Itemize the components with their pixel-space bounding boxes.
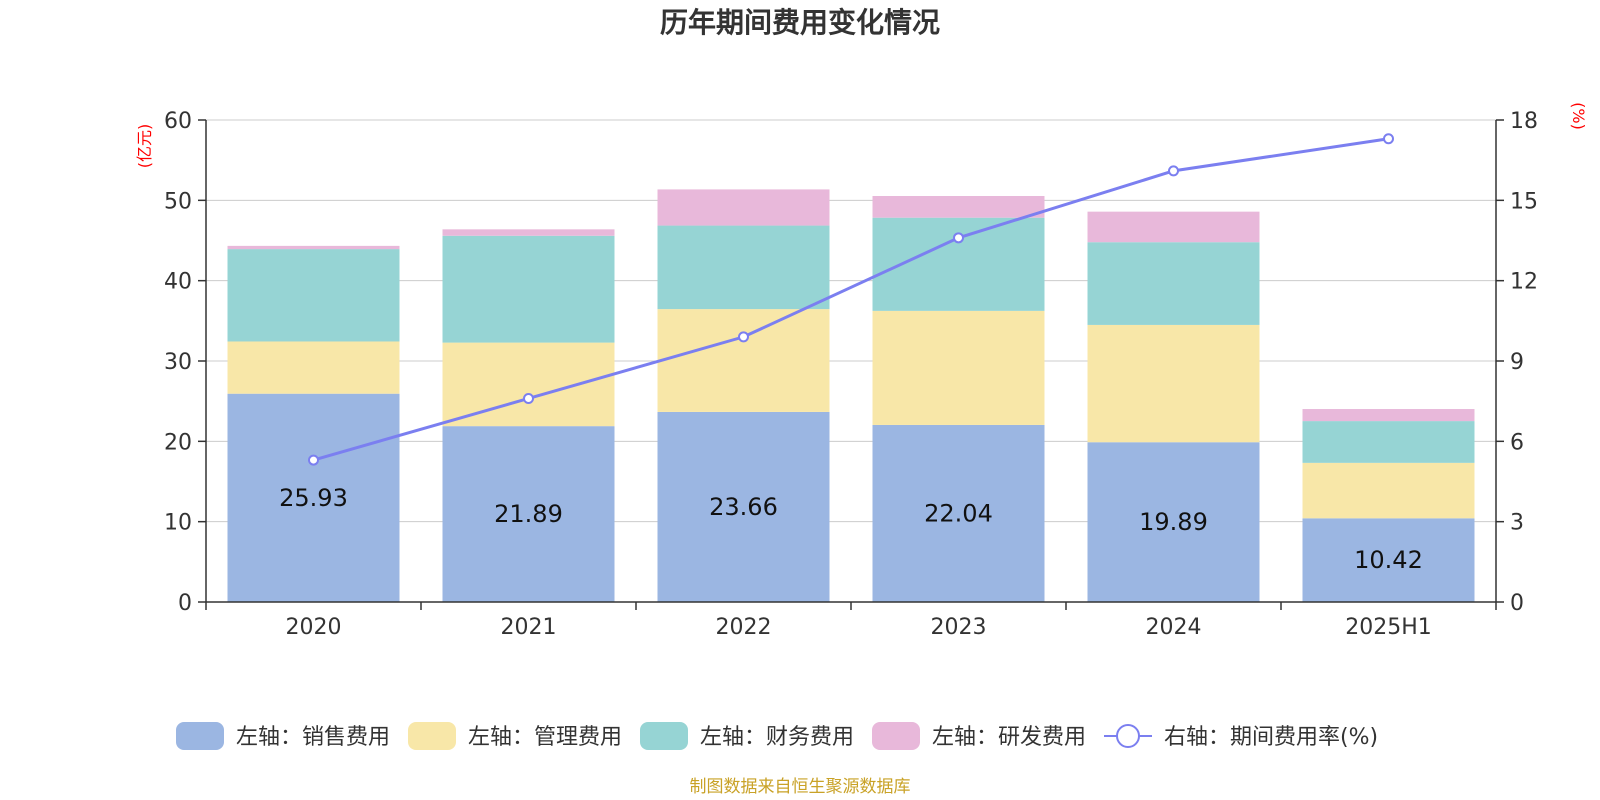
right-tick-label: 6 [1510,430,1524,455]
bar-2 [227,341,400,394]
bar-2 [872,310,1045,425]
legend-label: 右轴：期间费用率(%) [1164,725,1378,750]
bar-2 [442,342,615,427]
rate-point [953,232,964,244]
right-axis-name: (%) [1569,102,1588,130]
bar-1 [1302,518,1475,602]
legend-swatch-2 [408,722,456,750]
data-source: 制图数据来自恒生聚源数据库 [690,777,911,797]
left-tick-label: 30 [164,350,192,375]
x-tick-label: 2025H1 [1345,615,1432,640]
left-axis-name: (亿元) [135,124,154,169]
right-tick-label: 15 [1510,189,1538,214]
bar-4 [1302,409,1475,422]
legend-swatch-4 [872,722,920,750]
x-tick-label: 2024 [1146,615,1202,640]
bar-1 [1087,442,1260,602]
bar-value-label: 22.04 [924,499,993,527]
legend-label: 左轴：管理费用 [468,725,622,750]
bar-4 [657,189,830,226]
bar-3 [1302,421,1475,463]
legend-label: 左轴：销售费用 [236,725,390,750]
legend-swatch-3 [640,722,688,750]
legend-swatch-1 [176,722,224,750]
legend-label: 左轴：财务费用 [700,725,854,750]
bar-1 [657,411,830,602]
right-tick-label: 3 [1510,511,1524,536]
bar-4 [442,229,615,236]
bar-value-label: 25.93 [279,484,348,512]
bar-value-label: 23.66 [709,493,778,521]
bar-4 [1087,211,1260,243]
legend-label: 左轴：研发费用 [932,725,1086,750]
bar-2 [1087,324,1260,443]
right-tick-label: 0 [1510,591,1524,616]
bar-3 [657,225,830,310]
bar-3 [1087,242,1260,325]
bar-2 [657,309,830,412]
bars [227,189,1475,602]
right-tick-label: 9 [1510,350,1524,375]
left-tick-label: 10 [164,511,192,536]
rate-point [738,331,749,343]
bar-1 [872,424,1045,602]
rate-point [1383,133,1394,145]
right-tick-label: 12 [1510,270,1538,295]
left-tick-label: 50 [164,189,192,214]
grid [206,119,1496,523]
rate-point [1168,165,1179,177]
bar-1 [227,393,400,602]
bar-2 [1302,462,1475,519]
rate-line [308,133,1394,466]
x-tick-label: 2022 [716,615,772,640]
bar-3 [227,249,400,342]
legend-circle-icon [1116,724,1140,748]
left-tick-label: 20 [164,430,192,455]
bar-value-label: 19.89 [1139,508,1208,536]
chart-title: 历年期间费用变化情况 [660,6,940,39]
rate-point [308,454,319,466]
bar-value-label: 10.42 [1354,546,1423,574]
x-tick-label: 2023 [931,615,987,640]
left-tick-label: 60 [164,109,192,134]
bar-4 [227,245,400,250]
data-labels: 25.93 21.89 23.66 22.04 19.89 10.42 [279,484,1423,574]
left-tick-label: 0 [178,591,192,616]
left-tick-label: 40 [164,270,192,295]
bar-3 [442,235,615,343]
bar-1 [442,426,615,602]
rate-polyline [313,137,1389,462]
bar-value-label: 21.89 [494,500,563,528]
legend: 左轴：销售费用 左轴：管理费用 左轴：财务费用 左轴：研发费用 右轴：期间费用率(%) [176,722,1378,750]
axes: (亿元) (%) 0 10 20 30 40 50 60 0 3 6 9 12 15 18 2020 2021… [135,102,1588,640]
rate-point [523,392,534,404]
x-tick-label: 2020 [286,615,342,640]
right-tick-label: 18 [1510,109,1538,134]
x-tick-label: 2021 [501,615,557,640]
bar-4 [872,195,1045,218]
